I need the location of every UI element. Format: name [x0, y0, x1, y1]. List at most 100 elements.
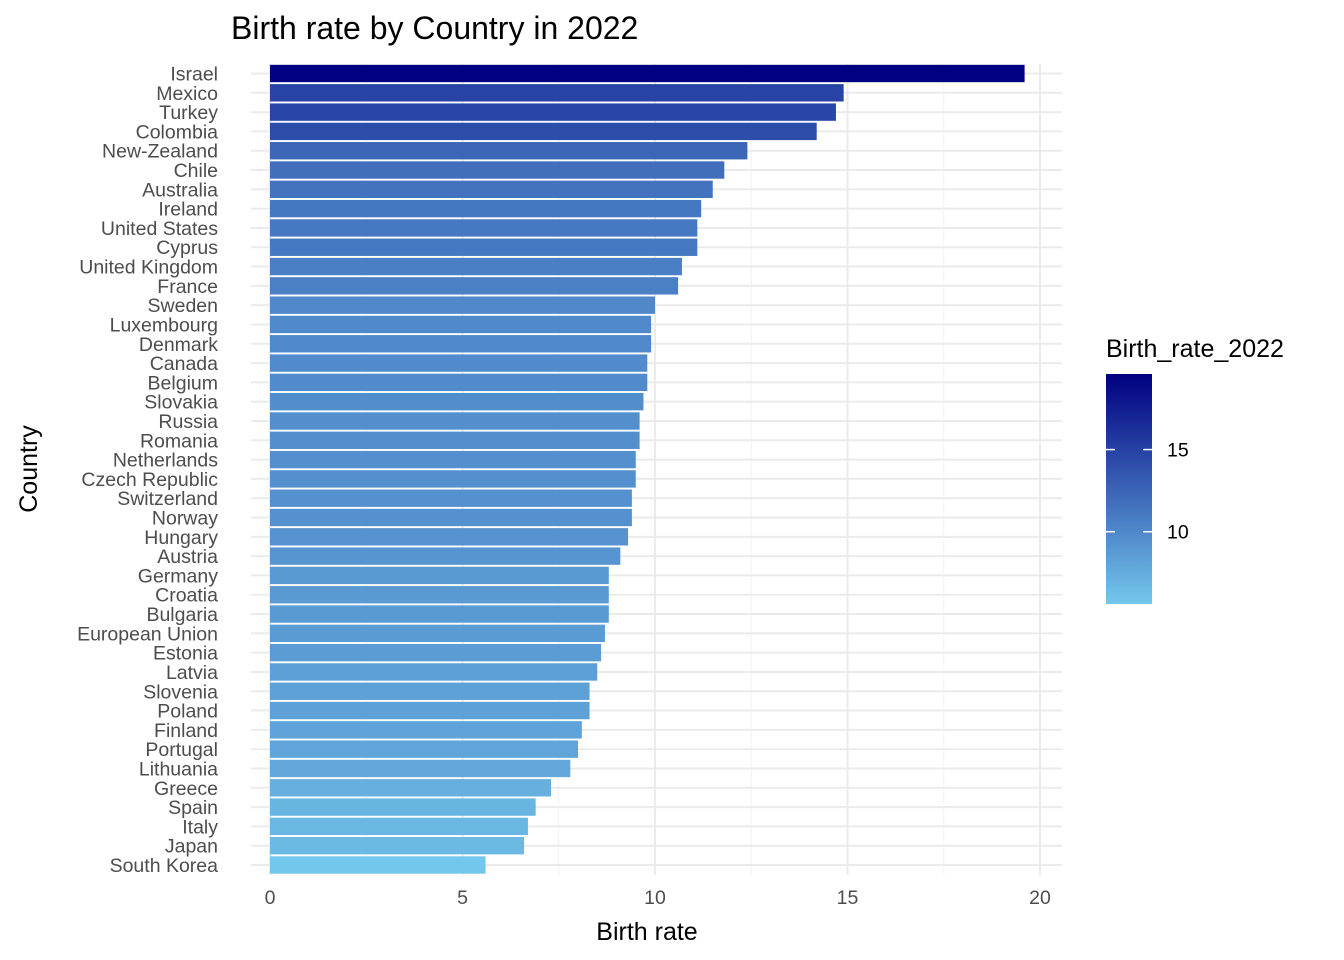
category-label: Hungary	[144, 527, 218, 549]
bar	[270, 701, 590, 720]
bar	[270, 508, 632, 527]
category-label: Romania	[140, 430, 218, 452]
x-tick-label: 15	[837, 887, 859, 909]
bar	[270, 277, 679, 295]
category-label: Austria	[157, 546, 218, 568]
bar	[270, 586, 609, 604]
bar	[270, 392, 644, 411]
category-label: Czech Republic	[81, 469, 218, 491]
bar	[270, 122, 817, 141]
category-label: Croatia	[155, 585, 218, 607]
chart-title: Birth rate by Country in 2022	[231, 10, 638, 46]
bar	[270, 798, 536, 816]
x-tick-label: 20	[1029, 887, 1051, 909]
bar	[270, 643, 602, 662]
bar	[270, 84, 844, 102]
bar	[270, 779, 552, 797]
category-label: Norway	[152, 508, 218, 530]
bar	[270, 837, 525, 855]
category-label: Spain	[168, 797, 218, 819]
category-label: Germany	[138, 565, 218, 587]
category-label: Cyprus	[156, 237, 218, 259]
bar	[270, 219, 698, 237]
category-label: European Union	[77, 623, 218, 645]
bar	[270, 180, 713, 199]
category-label: Italy	[182, 816, 218, 838]
category-label: Mexico	[156, 83, 218, 105]
bar	[270, 103, 836, 121]
bar	[270, 470, 636, 488]
category-label: Turkey	[159, 102, 218, 124]
category-label: Estonia	[153, 643, 218, 665]
bar	[270, 199, 702, 218]
category-label: Ireland	[158, 199, 218, 221]
bars	[270, 64, 1025, 874]
category-label: Netherlands	[113, 450, 218, 472]
bar	[270, 354, 648, 372]
bar	[270, 161, 725, 179]
legend-tick-label: 15	[1167, 440, 1189, 462]
category-label: Switzerland	[117, 488, 218, 510]
category-labels: IsraelMexicoTurkeyColombiaNew-ZealandChi…	[77, 64, 218, 878]
category-label: Chile	[174, 160, 218, 182]
category-label: New-Zealand	[102, 141, 218, 163]
bar	[270, 528, 629, 546]
category-label: Canada	[150, 353, 218, 375]
category-label: Colombia	[136, 121, 219, 143]
bar	[270, 315, 652, 334]
legend-tick-label: 10	[1167, 522, 1189, 544]
bar	[270, 547, 621, 565]
category-label: Bulgaria	[146, 604, 218, 626]
bar	[270, 335, 652, 353]
bar	[270, 759, 571, 778]
bar	[270, 740, 578, 758]
category-label: United Kingdom	[79, 257, 218, 279]
bar	[270, 412, 640, 430]
category-label: Israel	[170, 64, 218, 86]
legend-colorbar	[1106, 374, 1152, 604]
bar	[270, 566, 609, 585]
category-label: Finland	[154, 720, 218, 742]
bar	[270, 64, 1025, 83]
x-tick-label: 10	[644, 887, 666, 909]
legend-title: Birth_rate_2022	[1106, 335, 1284, 363]
category-label: Denmark	[139, 334, 218, 356]
bar	[270, 142, 748, 160]
bar	[270, 431, 640, 449]
bar	[270, 450, 636, 469]
bar	[270, 817, 528, 836]
x-tick-label: 0	[265, 887, 276, 909]
category-label: Portugal	[145, 739, 218, 761]
bar	[270, 373, 648, 392]
category-label: Russia	[158, 411, 218, 433]
category-label: Australia	[142, 179, 218, 201]
x-tick-labels: 0 5 10 15 20	[265, 887, 1051, 909]
bar	[270, 721, 582, 739]
category-label: Latvia	[166, 662, 218, 684]
bar	[270, 257, 682, 276]
y-axis-title: Country	[15, 425, 43, 513]
bar	[270, 296, 655, 314]
category-label: Poland	[157, 701, 218, 723]
category-label: Slovenia	[143, 681, 218, 703]
category-label: Sweden	[148, 295, 218, 317]
category-label: Luxembourg	[110, 314, 218, 336]
category-label: Japan	[165, 836, 218, 858]
bar	[270, 663, 598, 681]
category-label: France	[157, 276, 218, 298]
bar	[270, 238, 698, 256]
legend-ticks: 10 15	[1106, 440, 1189, 544]
bar	[270, 856, 486, 874]
category-label: Belgium	[148, 372, 218, 394]
x-tick-label: 5	[457, 887, 468, 909]
category-label: Slovakia	[144, 392, 218, 414]
bar	[270, 605, 609, 623]
bar	[270, 682, 590, 700]
x-axis-title: Birth rate	[596, 918, 697, 946]
category-label: Lithuania	[139, 758, 218, 780]
category-label: United States	[101, 218, 218, 240]
bar	[270, 624, 605, 643]
bar	[270, 489, 632, 507]
category-label: Greece	[154, 778, 218, 800]
